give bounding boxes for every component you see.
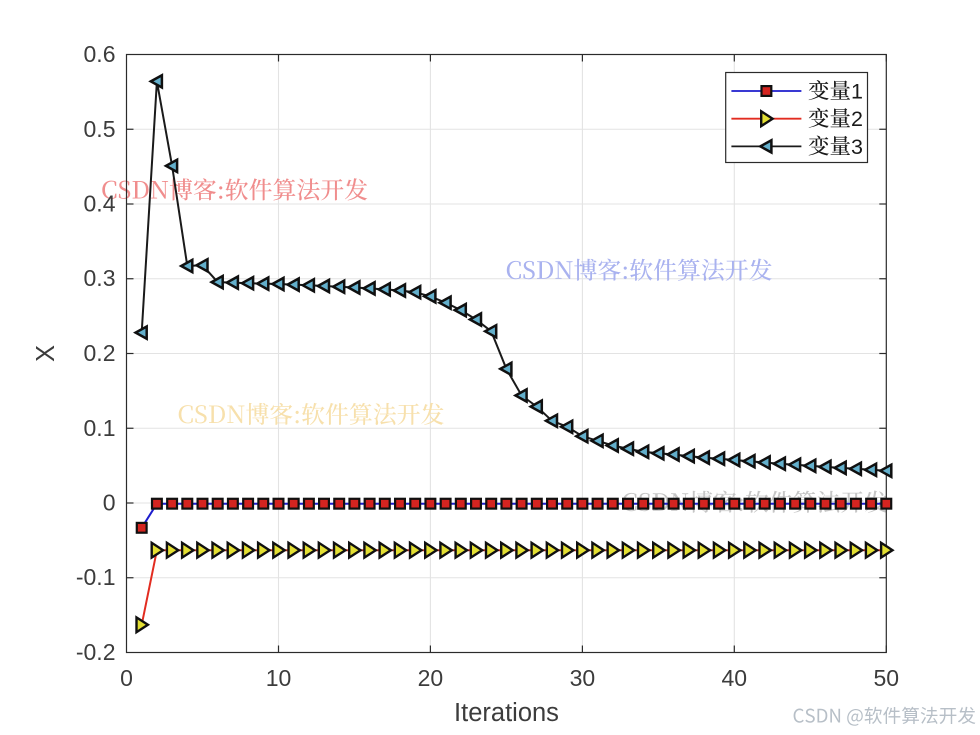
svg-text:0: 0: [103, 490, 116, 516]
svg-text:1: 1: [851, 80, 863, 104]
svg-text:0.1: 0.1: [84, 415, 116, 441]
svg-text:0.2: 0.2: [84, 340, 116, 366]
svg-text:0.3: 0.3: [84, 265, 116, 291]
svg-text:40: 40: [722, 665, 748, 691]
svg-text:0.6: 0.6: [84, 41, 116, 67]
svg-text:30: 30: [570, 665, 596, 691]
svg-text:X: X: [32, 345, 60, 362]
svg-text:0.4: 0.4: [84, 191, 116, 217]
svg-text:-0.2: -0.2: [76, 639, 116, 665]
svg-text:Iterations: Iterations: [454, 699, 559, 727]
svg-text:50: 50: [874, 665, 900, 691]
svg-text:0: 0: [120, 665, 133, 691]
svg-text:3: 3: [851, 135, 863, 159]
svg-text:2: 2: [851, 107, 863, 131]
svg-text:0.5: 0.5: [84, 116, 116, 142]
svg-text:20: 20: [418, 665, 444, 691]
svg-text:10: 10: [266, 665, 292, 691]
svg-text:-0.1: -0.1: [76, 564, 116, 590]
